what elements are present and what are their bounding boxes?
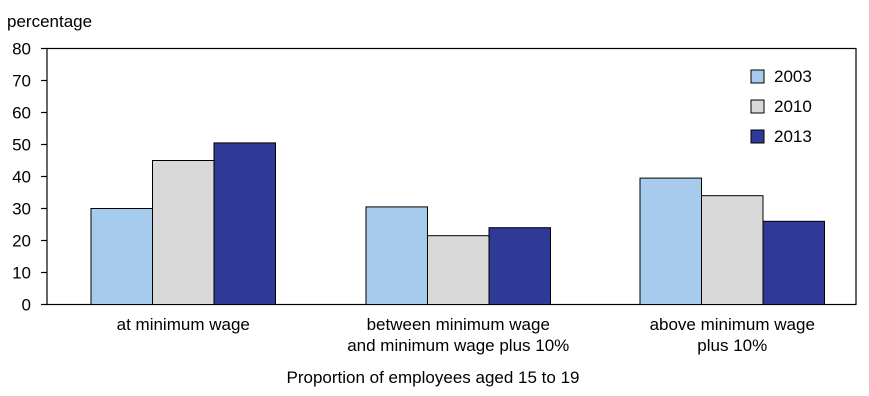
y-axis: 0 10 20 30 40 50 60 70 80 bbox=[12, 40, 47, 315]
legend-label-2003: 2003 bbox=[774, 67, 812, 86]
y-tick-label: 80 bbox=[12, 40, 31, 59]
x-category-label: between minimum wage bbox=[367, 315, 550, 334]
y-tick-label: 70 bbox=[12, 72, 31, 91]
bars bbox=[90, 142, 825, 306]
y-tick-label: 60 bbox=[12, 104, 31, 123]
legend-swatch-2013 bbox=[750, 129, 765, 144]
x-category-label: at minimum wage bbox=[117, 315, 250, 334]
y-tick-label: 20 bbox=[12, 232, 31, 251]
y-tick-label: 30 bbox=[12, 200, 31, 219]
x-category-label: and minimum wage plus 10% bbox=[347, 336, 569, 355]
y-tick-label: 0 bbox=[22, 296, 31, 315]
bar-2010-cat2 bbox=[427, 235, 490, 305]
legend-swatch-2010 bbox=[750, 99, 765, 114]
bar-2003-cat3 bbox=[639, 177, 702, 306]
x-category-label: above minimum wage bbox=[650, 315, 815, 334]
legend: 2003 2010 2013 bbox=[750, 67, 812, 146]
x-axis-labels: at minimum wage between minimum wage and m… bbox=[117, 315, 815, 355]
legend-swatch-2003 bbox=[750, 69, 765, 84]
bar-2010-cat1 bbox=[152, 160, 215, 305]
bar-2013-cat3 bbox=[762, 220, 825, 305]
x-category-label: plus 10% bbox=[697, 336, 767, 355]
bar-2013-cat1 bbox=[213, 142, 276, 305]
bar-2010-cat3 bbox=[701, 195, 764, 305]
x-axis-title: Proportion of employees aged 15 to 19 bbox=[287, 368, 580, 387]
y-tick-label: 40 bbox=[12, 168, 31, 187]
bar-2003-cat2 bbox=[365, 206, 428, 305]
legend-label-2010: 2010 bbox=[774, 97, 812, 116]
bar-2013-cat2 bbox=[488, 227, 551, 305]
y-tick-label: 50 bbox=[12, 136, 31, 155]
legend-label-2013: 2013 bbox=[774, 127, 812, 146]
y-tick-label: 10 bbox=[12, 264, 31, 283]
bar-2003-cat1 bbox=[90, 208, 153, 305]
y-axis-title: percentage bbox=[7, 12, 92, 31]
